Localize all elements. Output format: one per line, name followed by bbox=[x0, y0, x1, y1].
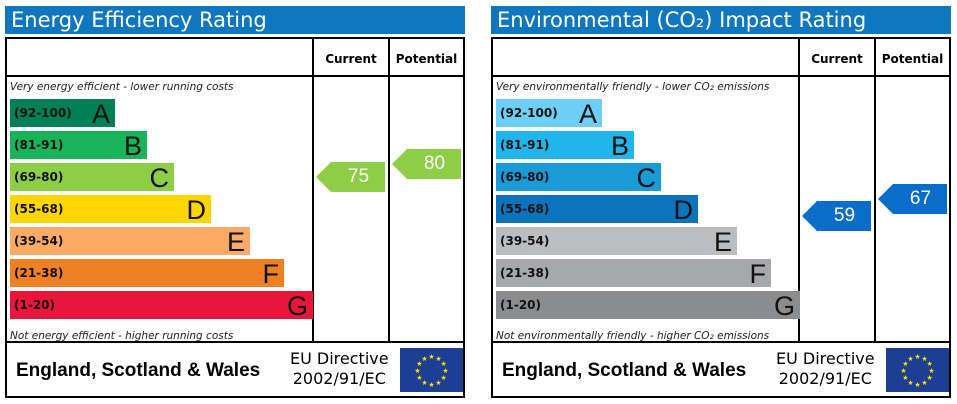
band-letter: C bbox=[636, 163, 657, 193]
svg-text:★: ★ bbox=[921, 355, 927, 363]
band-range: (55-68) bbox=[500, 202, 550, 216]
top-note: Very energy efficient - lower running co… bbox=[10, 81, 234, 93]
band-letter: B bbox=[610, 131, 629, 161]
band-letter: E bbox=[713, 227, 732, 257]
svg-text:★: ★ bbox=[428, 353, 434, 361]
current-column-header: Current bbox=[811, 52, 863, 66]
svg-text:★: ★ bbox=[926, 360, 932, 368]
svg-text:★: ★ bbox=[921, 379, 927, 387]
rating-bar-c: (69-80) C bbox=[496, 163, 661, 193]
svg-text:★: ★ bbox=[907, 379, 913, 387]
svg-text:★: ★ bbox=[902, 374, 908, 382]
rating-bar-d: (55-68) D bbox=[10, 195, 211, 225]
top-note: Very environmentally friendly - lower CO… bbox=[496, 81, 770, 93]
band-range: (92-100) bbox=[14, 106, 72, 120]
svg-text:★: ★ bbox=[416, 360, 422, 368]
rating-table: Current Potential Very energy efficient … bbox=[5, 37, 465, 343]
rating-bar-c: (69-80) C bbox=[10, 163, 174, 193]
rating-bar-b: (81-91) B bbox=[496, 131, 634, 161]
band-letter: C bbox=[149, 163, 170, 193]
band-letter: D bbox=[673, 195, 694, 225]
svg-text:★: ★ bbox=[414, 367, 420, 375]
potential-rating-arrow: 80 bbox=[392, 149, 461, 179]
svg-text:★: ★ bbox=[914, 353, 920, 361]
band-range: (81-91) bbox=[500, 138, 550, 152]
band-range: (21-38) bbox=[500, 266, 550, 280]
svg-text:★: ★ bbox=[421, 355, 427, 363]
rating-table: Current Potential Very environmentally f… bbox=[491, 37, 951, 343]
current-rating-value: 75 bbox=[347, 166, 370, 187]
svg-text:★: ★ bbox=[435, 355, 441, 363]
rating-bar-a: (92-100) A bbox=[10, 99, 115, 129]
svg-text:★: ★ bbox=[442, 367, 448, 375]
rating-bar-f: (21-38) F bbox=[10, 259, 284, 289]
bottom-note: Not energy efficient - higher running co… bbox=[10, 330, 234, 342]
rating-bar-b: (81-91) B bbox=[10, 131, 147, 161]
rating-bar-d: (55-68) D bbox=[496, 195, 698, 225]
band-range: (81-91) bbox=[14, 138, 64, 152]
potential-column-header: Potential bbox=[395, 52, 458, 66]
svg-text:★: ★ bbox=[902, 360, 908, 368]
rating-bar-g: (1-20) G bbox=[496, 291, 800, 321]
band-range: (1-20) bbox=[14, 298, 55, 312]
environmental-impact-panel: Environmental (CO₂) Impact Rating Curren… bbox=[491, 0, 953, 404]
rating-bar-a: (92-100) A bbox=[496, 99, 602, 129]
current-column-header: Current bbox=[325, 52, 377, 66]
rating-bar-f: (21-38) F bbox=[496, 259, 771, 289]
current-rating-arrow: 59 bbox=[802, 201, 871, 231]
band-range: (69-80) bbox=[500, 170, 550, 184]
svg-text:★: ★ bbox=[926, 374, 932, 382]
potential-rating-value: 67 bbox=[909, 188, 932, 209]
band-letter: A bbox=[578, 99, 597, 129]
energy-efficiency-panel: Energy Efficiency Rating Current Potenti… bbox=[5, 0, 467, 404]
svg-text:★: ★ bbox=[440, 360, 446, 368]
band-letter: A bbox=[91, 99, 110, 129]
svg-text:★: ★ bbox=[440, 374, 446, 382]
band-letter: G bbox=[773, 291, 795, 321]
potential-rating-arrow: 67 bbox=[878, 184, 947, 214]
footer: England, Scotland & Wales EU Directive 20… bbox=[5, 343, 465, 398]
svg-text:★: ★ bbox=[914, 381, 920, 389]
band-range: (55-68) bbox=[14, 202, 64, 216]
band-letter: B bbox=[123, 131, 142, 161]
current-rating-arrow: 75 bbox=[316, 162, 385, 192]
svg-text:★: ★ bbox=[928, 367, 934, 375]
potential-column-header: Potential bbox=[881, 52, 944, 66]
band-letter: F bbox=[262, 259, 280, 289]
svg-text:★: ★ bbox=[416, 374, 422, 382]
eu-directive: EU Directive 2002/91/EC bbox=[290, 349, 389, 388]
band-range: (39-54) bbox=[14, 234, 64, 248]
bottom-note: Not environmentally friendly - higher CO… bbox=[496, 330, 770, 342]
svg-text:★: ★ bbox=[907, 355, 913, 363]
potential-rating-value: 80 bbox=[423, 153, 446, 174]
band-letter: E bbox=[226, 227, 245, 257]
svg-text:★: ★ bbox=[900, 367, 906, 375]
rating-bar-e: (39-54) E bbox=[10, 227, 250, 257]
eu-flag-icon: ★ ★ ★ ★ ★ ★ ★ ★ ★ ★ ★ ★ bbox=[400, 348, 463, 392]
svg-text:★: ★ bbox=[435, 379, 441, 387]
country-label: England, Scotland & Wales bbox=[16, 360, 261, 381]
eu-directive: EU Directive 2002/91/EC bbox=[776, 349, 875, 388]
current-rating-value: 59 bbox=[833, 205, 856, 226]
eu-flag-icon: ★ ★ ★ ★ ★ ★ ★ ★ ★ ★ ★ ★ bbox=[886, 348, 949, 392]
chart-title: Energy Efficiency Rating bbox=[5, 6, 465, 34]
country-label: England, Scotland & Wales bbox=[502, 360, 747, 381]
band-range: (39-54) bbox=[500, 234, 550, 248]
rating-bar-e: (39-54) E bbox=[496, 227, 737, 257]
band-range: (21-38) bbox=[14, 266, 64, 280]
band-letter: G bbox=[286, 291, 308, 321]
chart-title: Environmental (CO₂) Impact Rating bbox=[491, 6, 951, 34]
svg-text:★: ★ bbox=[421, 379, 427, 387]
band-range: (69-80) bbox=[14, 170, 64, 184]
band-letter: F bbox=[749, 259, 767, 289]
band-letter: D bbox=[186, 195, 207, 225]
footer: England, Scotland & Wales EU Directive 20… bbox=[491, 343, 951, 398]
rating-bar-g: (1-20) G bbox=[10, 291, 313, 321]
svg-text:★: ★ bbox=[428, 381, 434, 389]
band-range: (1-20) bbox=[500, 298, 541, 312]
band-range: (92-100) bbox=[500, 106, 558, 120]
